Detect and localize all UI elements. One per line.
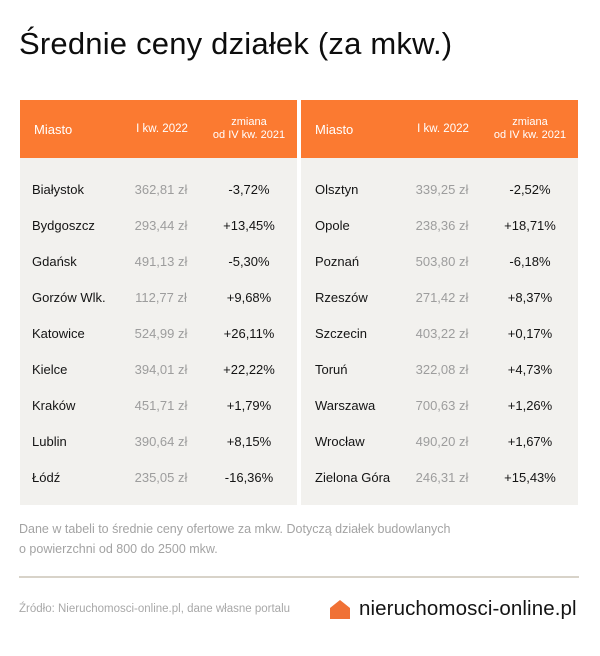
table-row: Warszawa 700,63 zł +1,26%	[301, 387, 578, 423]
change-value: -16,36%	[224, 470, 274, 485]
price-value: 700,63 zł	[415, 398, 469, 413]
table-row: Poznań 503,80 zł -6,18%	[301, 243, 578, 279]
table-row: Gorzów Wlk. 112,77 zł +9,68%	[20, 279, 297, 315]
change-value: +1,26%	[507, 398, 553, 413]
city-name: Kraków	[32, 398, 76, 413]
change-value: -5,30%	[228, 254, 270, 269]
header-change-line1: zmiana	[512, 116, 548, 128]
city-name: Białystok	[32, 182, 85, 197]
header-city: Miasto	[315, 122, 354, 137]
table-row: Łódź 235,05 zł -16,36%	[20, 459, 297, 495]
city-name: Wrocław	[315, 434, 365, 449]
price-table-right: Miasto I kw. 2022 zmiana od IV kw. 2021 …	[301, 100, 578, 505]
table-row: Szczecin 403,22 zł +0,17%	[301, 315, 578, 351]
city-name: Lublin	[32, 434, 67, 449]
change-value: +26,11%	[223, 326, 275, 341]
city-name: Szczecin	[315, 326, 368, 341]
change-value: +13,45%	[223, 218, 275, 233]
change-value: -2,52%	[509, 182, 551, 197]
table-row: Opole 238,36 zł +18,71%	[301, 207, 578, 243]
price-value: 235,05 zł	[134, 470, 188, 485]
brand-logo: nieruchomosci-online.pl	[330, 596, 577, 622]
city-name: Zielona Góra	[315, 470, 391, 485]
change-value: +1,67%	[507, 434, 553, 449]
price-value: 490,20 zł	[415, 434, 469, 449]
price-value: 403,22 zł	[415, 326, 469, 341]
change-value: +4,73%	[507, 362, 553, 377]
city-name: Opole	[315, 218, 350, 233]
price-value: 271,42 zł	[415, 290, 469, 305]
table-row: Lublin 390,64 zł +8,15%	[20, 423, 297, 459]
header-price: I kw. 2022	[136, 123, 188, 135]
footnote-line1: Dane w tabeli to średnie ceny ofertowe z…	[19, 522, 451, 536]
city-name: Rzeszów	[315, 290, 368, 305]
price-table-left: Miasto I kw. 2022 zmiana od IV kw. 2021 …	[20, 100, 297, 505]
table-row: Rzeszów 271,42 zł +8,37%	[301, 279, 578, 315]
change-value: +0,17%	[507, 326, 553, 341]
table-header: Miasto I kw. 2022 zmiana od IV kw. 2021	[20, 100, 297, 158]
header-change: zmiana od IV kw. 2021	[486, 116, 574, 142]
header-change: zmiana od IV kw. 2021	[205, 116, 293, 142]
header-change-line2: od IV kw. 2021	[493, 129, 567, 141]
price-value: 394,01 zł	[134, 362, 188, 377]
header-price: I kw. 2022	[417, 123, 469, 135]
change-value: +15,43%	[504, 470, 556, 485]
price-value: 246,31 zł	[415, 470, 469, 485]
change-value: +1,79%	[226, 398, 272, 413]
price-value: 362,81 zł	[134, 182, 188, 197]
city-name: Warszawa	[315, 398, 376, 413]
header-city: Miasto	[34, 122, 73, 137]
header-change-line1: zmiana	[231, 116, 267, 128]
change-value: +9,68%	[226, 290, 272, 305]
table-row: Zielona Góra 246,31 zł +15,43%	[301, 459, 578, 495]
change-value: +18,71%	[504, 218, 556, 233]
footnote-line2: o powierzchni od 800 do 2500 mkw.	[19, 542, 218, 556]
change-value: +22,22%	[223, 362, 275, 377]
change-value: -6,18%	[509, 254, 551, 269]
price-value: 451,71 zł	[134, 398, 188, 413]
price-value: 524,99 zł	[134, 326, 188, 341]
city-name: Bydgoszcz	[32, 218, 95, 233]
footer-divider	[19, 576, 579, 578]
city-name: Kielce	[32, 362, 68, 377]
table-row: Bydgoszcz 293,44 zł +13,45%	[20, 207, 297, 243]
table-row: Białystok 362,81 zł -3,72%	[20, 171, 297, 207]
city-name: Łódź	[32, 470, 61, 485]
logo-text: nieruchomosci-online.pl	[359, 597, 577, 620]
price-value: 491,13 zł	[134, 254, 188, 269]
city-name: Poznań	[315, 254, 360, 269]
table-row: Kielce 394,01 zł +22,22%	[20, 351, 297, 387]
change-value: +8,37%	[507, 290, 553, 305]
change-value: -3,72%	[228, 182, 270, 197]
price-value: 339,25 zł	[415, 182, 469, 197]
table-row: Gdańsk 491,13 zł -5,30%	[20, 243, 297, 279]
table-row: Kraków 451,71 zł +1,79%	[20, 387, 297, 423]
change-value: +8,15%	[226, 434, 272, 449]
header-change-line2: od IV kw. 2021	[212, 129, 286, 141]
city-name: Katowice	[32, 326, 85, 341]
city-name: Toruń	[315, 362, 348, 377]
city-name: Gdańsk	[32, 254, 77, 269]
price-value: 390,64 zł	[134, 434, 188, 449]
table-row: Wrocław 490,20 zł +1,67%	[301, 423, 578, 459]
city-name: Olsztyn	[315, 182, 359, 197]
table-header: Miasto I kw. 2022 zmiana od IV kw. 2021	[301, 100, 578, 158]
table-row: Olsztyn 339,25 zł -2,52%	[301, 171, 578, 207]
price-value: 322,08 zł	[415, 362, 469, 377]
city-name: Gorzów Wlk.	[32, 290, 106, 305]
page-title: Średnie ceny działek (za mkw.)	[19, 26, 453, 61]
price-value: 293,44 zł	[134, 218, 188, 233]
table-row: Katowice 524,99 zł +26,11%	[20, 315, 297, 351]
price-value: 112,77 zł	[135, 290, 187, 305]
price-value: 503,80 zł	[415, 254, 469, 269]
table-row: Toruń 322,08 zł +4,73%	[301, 351, 578, 387]
house-icon	[330, 600, 350, 619]
footnote: Dane w tabeli to średnie ceny ofertowe z…	[19, 519, 539, 559]
source-text: Źródło: Nieruchomosci-online.pl, dane wł…	[19, 603, 291, 615]
price-value: 238,36 zł	[415, 218, 469, 233]
